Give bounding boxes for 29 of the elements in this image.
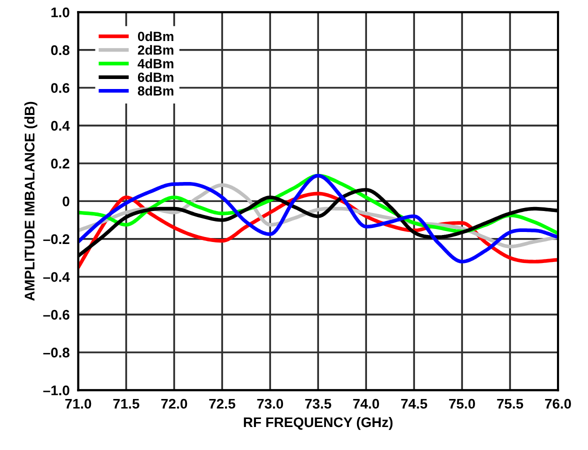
legend-label: 4dBm xyxy=(138,58,174,68)
x-tick-label: 74.5 xyxy=(401,398,428,409)
x-tick-label: 75.0 xyxy=(449,398,475,409)
x-tick-label: 72.0 xyxy=(161,398,188,409)
x-tick-label: 73.0 xyxy=(257,398,284,409)
x-tick-label: 72.5 xyxy=(209,398,236,409)
y-tick-label: –0.4 xyxy=(43,272,70,282)
y-tick-label: 1.0 xyxy=(51,7,70,18)
y-tick-label: –0.8 xyxy=(43,348,70,358)
legend-label: 0dBm xyxy=(138,31,174,42)
legend-label: 2dBm xyxy=(138,45,174,55)
y-axis-title: AMPLITUDE IMBALANCE (dB) xyxy=(24,102,38,301)
y-tick-label: 0 xyxy=(62,196,70,206)
y-tick-label: –0.6 xyxy=(43,310,70,320)
x-axis-title: RF FREQUENCY (GHz) xyxy=(244,416,393,430)
y-tick-label: 0.6 xyxy=(51,83,70,93)
x-tick-label: 71.5 xyxy=(113,398,140,409)
x-tick-label: 71.0 xyxy=(65,398,92,409)
y-tick-label: –0.2 xyxy=(43,234,70,244)
y-tick-label: 0.8 xyxy=(51,45,70,56)
legend-label: 8dBm xyxy=(138,86,174,96)
legend-label: 6dBm xyxy=(138,72,174,82)
x-tick-label: 73.5 xyxy=(305,398,332,409)
x-tick-label: 75.5 xyxy=(497,398,524,409)
y-tick-label: 0.4 xyxy=(51,120,70,131)
x-tick-label: 76.0 xyxy=(545,398,571,409)
y-tick-label: –1.0 xyxy=(43,385,70,396)
y-tick-label: 0.2 xyxy=(51,158,70,169)
x-tick-label: 74.0 xyxy=(353,398,380,409)
